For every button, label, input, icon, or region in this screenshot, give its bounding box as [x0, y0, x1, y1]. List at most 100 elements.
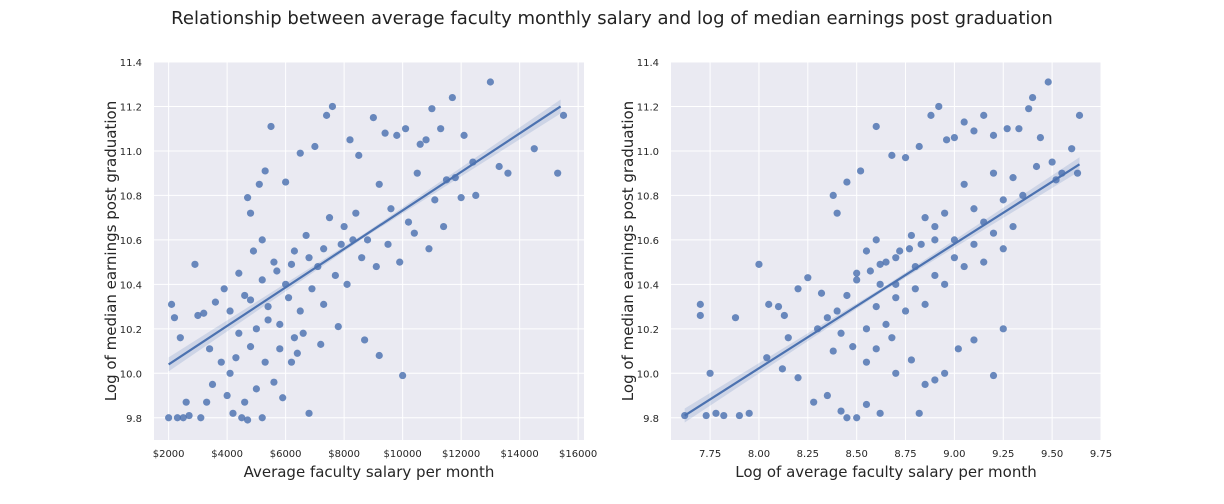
data-point — [784, 334, 792, 342]
data-point — [437, 125, 445, 133]
data-point — [261, 167, 269, 175]
data-point — [872, 345, 880, 353]
data-point — [942, 136, 951, 144]
data-point — [999, 196, 1007, 204]
x-tick-label: 8.00 — [748, 449, 770, 460]
data-point — [284, 294, 293, 302]
data-point — [970, 336, 978, 344]
data-point — [1044, 78, 1052, 86]
data-point — [999, 245, 1007, 253]
data-point — [1073, 169, 1082, 177]
data-point — [702, 411, 710, 420]
y-axis-label: Log of median earnings post graduation — [619, 101, 637, 401]
x-tick-label: $14000 — [501, 449, 539, 460]
data-point — [287, 260, 296, 268]
data-point — [1009, 222, 1017, 231]
data-point — [387, 205, 395, 213]
data-point — [276, 320, 284, 328]
data-point — [1003, 125, 1011, 133]
data-point — [343, 280, 351, 288]
left-scatter-panel: $2000 $4000 $6000 $8000 $10000 $12000 $14000 $1… — [102, 58, 597, 481]
data-point — [823, 391, 831, 400]
data-point — [241, 291, 249, 300]
data-point — [276, 345, 284, 353]
data-point — [170, 314, 179, 322]
data-point — [866, 267, 874, 275]
y-tick-label: 11.2 — [637, 102, 659, 113]
x-axis-label: Log of average faculty salary per month — [735, 463, 1036, 481]
data-point — [179, 414, 187, 422]
data-point — [369, 113, 377, 122]
data-point — [448, 93, 456, 102]
data-point — [1075, 111, 1084, 119]
data-point — [853, 414, 861, 422]
data-point — [235, 329, 243, 337]
data-point — [931, 271, 939, 280]
data-point — [876, 280, 884, 288]
data-point — [249, 247, 258, 255]
data-point — [246, 343, 255, 351]
data-point — [989, 131, 998, 139]
data-point — [246, 296, 255, 304]
data-point — [1048, 158, 1056, 166]
data-point — [182, 398, 190, 406]
data-point — [849, 343, 857, 351]
data-point — [837, 407, 845, 415]
data-point — [970, 240, 978, 248]
data-point — [340, 222, 348, 231]
data-point — [244, 194, 252, 202]
x-tick-label: 9.75 — [1090, 449, 1112, 460]
x-tick-label: 8.25 — [797, 449, 819, 460]
data-point — [504, 169, 512, 177]
data-point — [941, 369, 949, 377]
data-point — [960, 262, 968, 271]
data-point — [706, 369, 714, 377]
data-point — [765, 300, 773, 308]
data-point — [892, 254, 900, 262]
data-point — [921, 300, 929, 308]
data-point — [1015, 125, 1023, 133]
x-tick-label: $6000 — [270, 449, 302, 460]
data-point — [200, 309, 208, 317]
data-point — [876, 260, 884, 268]
data-point — [176, 334, 184, 342]
data-point — [970, 127, 978, 135]
data-point — [917, 240, 925, 248]
data-point — [252, 385, 260, 393]
x-axis-label: Average faculty salary per month — [244, 463, 495, 481]
plot-background — [154, 62, 584, 440]
data-point — [970, 205, 978, 213]
data-point — [1019, 191, 1027, 200]
data-point — [921, 214, 929, 222]
data-point — [352, 209, 360, 217]
data-point — [322, 111, 331, 119]
data-point — [413, 169, 421, 177]
y-tick-label: 11.4 — [120, 58, 142, 69]
data-point — [384, 240, 392, 248]
data-point — [258, 414, 266, 422]
y-tick-label: 10.4 — [637, 280, 659, 291]
data-point — [258, 236, 266, 244]
data-point — [472, 191, 480, 200]
data-point — [223, 391, 231, 400]
data-point — [1036, 134, 1045, 142]
data-point — [989, 371, 998, 380]
data-point — [941, 209, 949, 217]
data-point — [422, 136, 430, 144]
y-tick-label: 9.8 — [126, 414, 142, 425]
data-point — [872, 236, 880, 244]
data-point — [954, 345, 962, 353]
data-point — [837, 329, 845, 337]
data-point — [921, 380, 929, 389]
data-point — [252, 325, 260, 333]
data-point — [270, 258, 278, 266]
data-point — [817, 289, 826, 297]
data-point — [375, 351, 383, 360]
data-point — [892, 369, 900, 377]
y-axis-label: Log of median earnings post graduation — [102, 101, 120, 401]
data-point — [935, 102, 943, 111]
data-point — [960, 118, 968, 126]
data-point — [907, 356, 916, 364]
data-point — [399, 371, 407, 380]
x-tick-label: $16000 — [559, 449, 597, 460]
